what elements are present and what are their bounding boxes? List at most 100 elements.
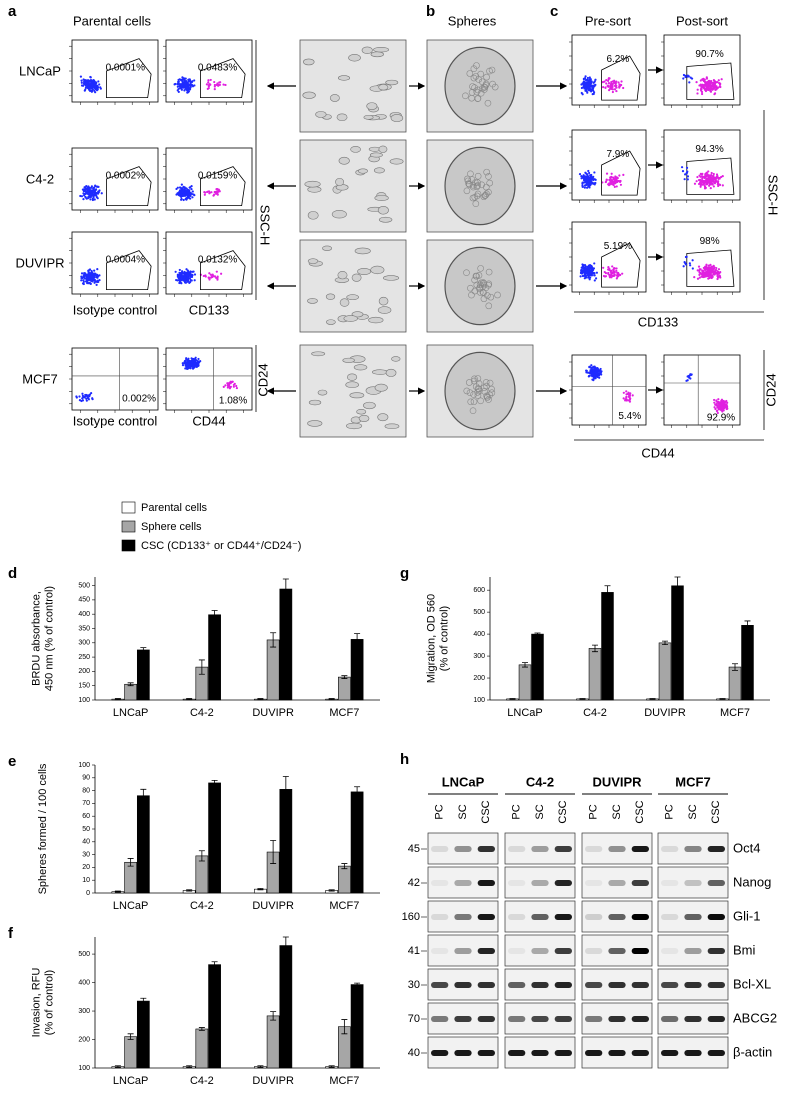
event-dot <box>191 84 194 87</box>
blot-band <box>508 880 526 886</box>
group-label: MCF7 <box>675 774 710 789</box>
y-tick-label: 200 <box>78 668 90 675</box>
event-dot <box>599 370 602 373</box>
event-dot <box>593 272 596 275</box>
blot-band <box>585 914 603 920</box>
lane-label: PC <box>664 804 676 819</box>
event-dot <box>588 81 591 84</box>
gate-percentage: 0.0159% <box>198 171 238 182</box>
sphere-cell <box>463 387 471 395</box>
protein-label: Gli-1 <box>733 908 760 923</box>
axis-label: SSC-H <box>258 205 273 245</box>
cell <box>385 79 399 86</box>
sphere-cell <box>486 391 494 399</box>
flow-plot: 5.4% <box>569 354 647 428</box>
event-dot <box>186 277 189 280</box>
event-dot <box>100 192 103 195</box>
cell <box>307 420 323 427</box>
event-dot <box>207 79 210 82</box>
y-tick-label: 300 <box>473 653 485 660</box>
bar <box>208 614 221 701</box>
event-dot <box>180 270 184 273</box>
error-bar <box>140 788 147 803</box>
panel-letter: f <box>8 925 14 942</box>
bar <box>741 625 754 701</box>
cell <box>373 46 390 53</box>
event-dot <box>585 178 589 181</box>
blot-band <box>684 982 702 988</box>
bar <box>350 791 364 894</box>
blot-band <box>585 880 603 886</box>
event-dot <box>704 173 707 176</box>
event-dot <box>615 177 619 180</box>
event-dot <box>88 394 91 397</box>
event-dot <box>84 273 87 276</box>
gate-percentage: 0.0132% <box>198 255 238 266</box>
blot-band <box>508 1016 526 1022</box>
blot-band <box>431 1050 449 1056</box>
error-bar <box>211 610 218 620</box>
event-dot <box>604 180 608 183</box>
event-dot <box>97 80 100 83</box>
event-dot <box>94 81 97 84</box>
event-dot <box>191 190 194 193</box>
event-dot <box>613 81 616 84</box>
legend-swatch <box>121 501 136 514</box>
sphere-cell <box>474 375 482 382</box>
event-dot <box>178 268 181 272</box>
event-dot <box>584 179 587 182</box>
blot-band <box>684 1016 702 1022</box>
event-dot <box>710 171 713 175</box>
event-dot <box>701 78 704 81</box>
event-dot <box>179 78 182 81</box>
cell <box>357 268 372 275</box>
event-dot <box>590 367 593 370</box>
event-dot <box>177 78 180 82</box>
y-tick-label: 100 <box>78 697 90 704</box>
event-dot <box>178 281 181 285</box>
event-dot <box>619 179 622 183</box>
event-dot <box>189 197 192 200</box>
event-dot <box>85 86 88 89</box>
event-dot <box>583 264 587 267</box>
event-dot <box>88 268 92 271</box>
error-bar <box>257 888 264 891</box>
event-dot <box>592 369 595 372</box>
event-dot <box>698 268 701 271</box>
event-dot <box>595 369 598 372</box>
sphere-cell <box>470 74 478 82</box>
event-dot <box>83 192 86 196</box>
event-dot <box>615 269 618 272</box>
blot-band <box>454 1016 472 1022</box>
event-dot <box>585 271 588 274</box>
event-dot <box>586 76 590 80</box>
blot-band <box>454 948 472 954</box>
event-dot <box>707 264 710 267</box>
x-tick-label: MCF7 <box>329 707 359 719</box>
flow-plot: 98% <box>661 221 741 295</box>
event-dot <box>611 176 614 179</box>
cell <box>378 296 389 306</box>
event-dot <box>615 180 618 183</box>
legend-label: Sphere cells <box>141 521 202 533</box>
sphere-cell <box>469 194 477 202</box>
plot-frame <box>663 129 741 201</box>
gate <box>106 166 152 207</box>
event-dot <box>189 194 192 197</box>
event-dot <box>580 83 583 86</box>
error-bar <box>328 698 335 701</box>
axis-label: CD24 <box>763 373 778 406</box>
event-dot <box>92 278 95 281</box>
x-tick-label: LNCaP <box>113 900 148 912</box>
cell <box>390 114 404 123</box>
event-dot <box>88 196 91 199</box>
event-dot <box>86 197 90 200</box>
sphere-cell <box>478 181 485 189</box>
event-dot <box>612 270 615 273</box>
event-dot <box>695 180 698 183</box>
sphere-cell <box>486 179 493 187</box>
cell <box>371 369 389 375</box>
event-dot <box>593 262 596 265</box>
event-dot <box>580 268 583 272</box>
